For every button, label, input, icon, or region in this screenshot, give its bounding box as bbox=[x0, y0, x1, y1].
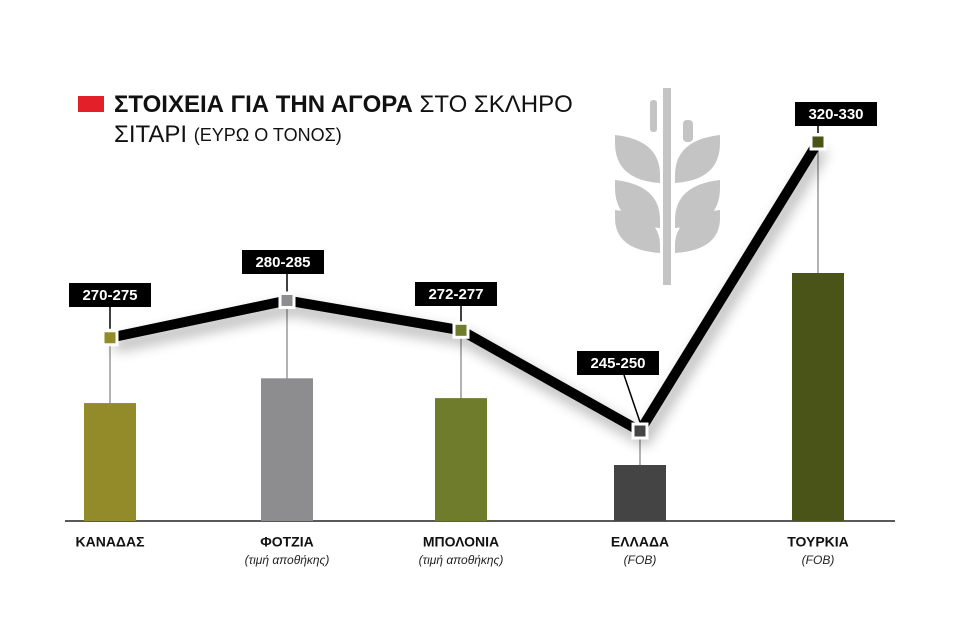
label-box bbox=[577, 351, 659, 375]
value-label: 245-250 bbox=[590, 355, 645, 372]
label-connector bbox=[623, 374, 641, 423]
x-tick-note: (τιμή αποθήκης) bbox=[419, 553, 504, 567]
title-line2: ΣΙΤΑΡΙ bbox=[114, 121, 187, 148]
chart-title: ΣΤΟΙΧΕΙΑ ΓΙΑ ΤΗΝ ΑΓΟΡΑ ΣΤΟ ΣΚΛΗΡΟ bbox=[114, 91, 573, 118]
x-tick-note: (FOB) bbox=[802, 553, 835, 567]
bar bbox=[435, 398, 487, 521]
x-tick-label: ΤΟΥΡΚΙΑ bbox=[787, 534, 849, 550]
wheat-icon bbox=[615, 88, 720, 285]
x-tick-label: ΦΟΤΖΙΑ bbox=[260, 534, 313, 550]
title-rest: ΣΤΟ ΣΚΛΗΡΟ bbox=[420, 91, 573, 118]
label-box bbox=[415, 282, 497, 306]
bar bbox=[261, 378, 313, 521]
bar bbox=[792, 273, 844, 521]
x-tick-note: (τιμή αποθήκης) bbox=[245, 553, 330, 567]
value-label: 280-285 bbox=[255, 254, 310, 271]
x-tick-label: ΚΑΝΑΔΑΣ bbox=[75, 534, 144, 550]
x-tick-label: ΜΠΟΛΟΝΙΑ bbox=[423, 534, 499, 550]
title-bold: ΣΤΟΙΧΕΙΑ ΓΙΑ ΤΗΝ ΑΓΟΡΑ bbox=[114, 91, 413, 118]
label-box bbox=[69, 283, 151, 307]
chart-title-line2: ΣΙΤΑΡΙ (ΕΥΡΩ Ο ΤΟΝΟΣ) bbox=[114, 121, 342, 148]
x-tick-label: ΕΛΛΑΔΑ bbox=[611, 534, 669, 550]
label-box bbox=[795, 102, 877, 126]
bar bbox=[614, 465, 666, 521]
point-marker bbox=[631, 422, 649, 440]
label-box bbox=[242, 250, 324, 274]
point-marker bbox=[278, 291, 296, 309]
subtitle: (ΕΥΡΩ Ο ΤΟΝΟΣ) bbox=[194, 125, 342, 145]
value-label: 320-330 bbox=[808, 106, 863, 123]
x-tick-note: (FOB) bbox=[624, 553, 657, 567]
point-marker bbox=[809, 133, 827, 151]
title-marker bbox=[78, 96, 104, 112]
bar bbox=[84, 403, 136, 521]
point-marker bbox=[452, 321, 470, 339]
value-label: 272-277 bbox=[428, 286, 483, 303]
point-marker bbox=[101, 329, 119, 347]
value-label: 270-275 bbox=[82, 287, 137, 304]
